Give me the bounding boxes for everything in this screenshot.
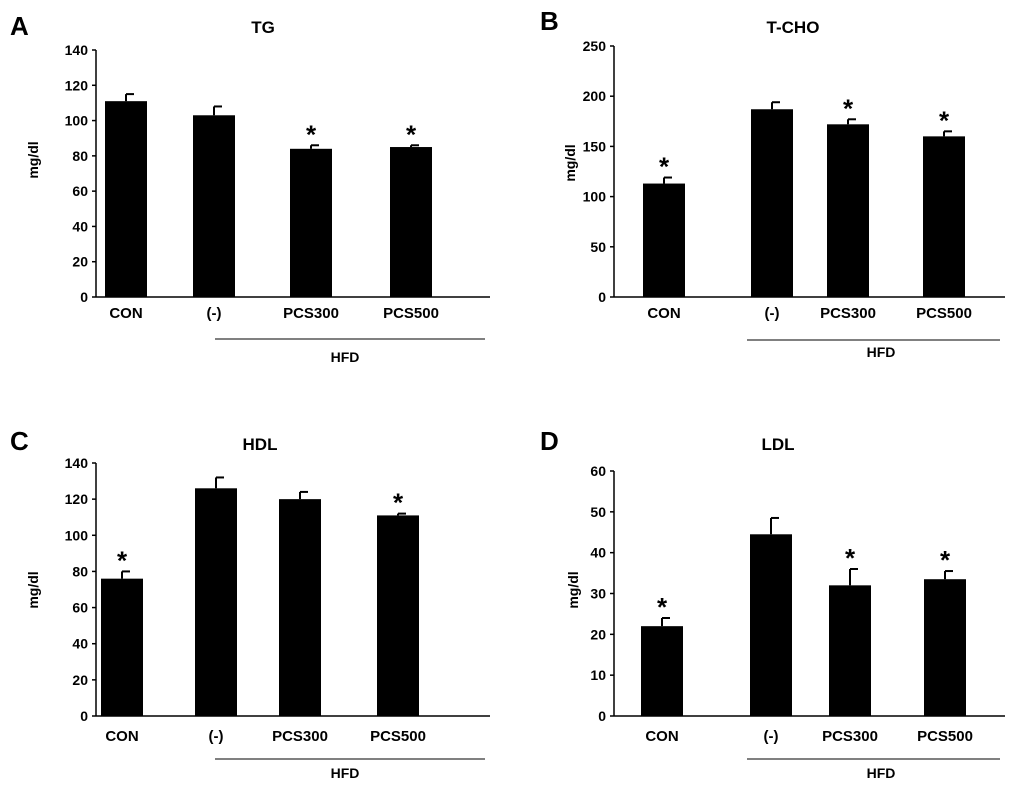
y-tick-label: 120 (65, 77, 89, 93)
y-axis-label: mg/dl (565, 571, 581, 608)
significance-marker: * (843, 93, 854, 123)
significance-marker: * (657, 592, 668, 622)
bar (923, 136, 965, 297)
y-tick-label: 0 (80, 289, 88, 305)
significance-marker: * (659, 152, 670, 182)
chart-panel-d: D LDL mg/dl 0 10 20 30 40 50 60 * CON (-) * PCS300 * PCS… (540, 426, 1005, 781)
bar (751, 109, 793, 297)
bar (750, 534, 792, 716)
bar (193, 115, 235, 298)
significance-marker: * (306, 119, 317, 149)
bar (390, 147, 432, 297)
y-tick-label: 0 (598, 708, 606, 724)
significance-marker: * (117, 545, 128, 575)
y-tick-label: 150 (583, 138, 607, 154)
x-tick-label: PCS500 (917, 728, 973, 745)
y-tick-label: 60 (590, 463, 606, 479)
group-label: HFD (331, 349, 360, 365)
y-tick-label: 140 (65, 455, 89, 471)
x-tick-label: (-) (209, 728, 224, 745)
x-tick-label: CON (109, 305, 142, 322)
group-label: HFD (331, 765, 360, 781)
y-tick-label: 40 (590, 545, 606, 561)
y-tick-label: 30 (590, 586, 606, 602)
bar (924, 579, 966, 716)
x-tick-label: PCS500 (916, 305, 972, 322)
y-tick-label: 80 (72, 563, 88, 579)
chart-title: HDL (243, 435, 278, 454)
y-tick-label: 0 (80, 708, 88, 724)
bar (279, 499, 321, 716)
y-axis-label: mg/dl (562, 144, 578, 181)
chart-panel-a: A TG mg/dl 0 20 40 60 80 100 120 140 CON (-) * PCS300 *… (10, 11, 490, 365)
chart-title: LDL (761, 435, 794, 454)
bar (829, 585, 871, 716)
x-tick-label: CON (645, 728, 678, 745)
y-axis-label: mg/dl (25, 141, 41, 178)
x-tick-label: CON (105, 728, 138, 745)
panel-label: B (540, 6, 559, 36)
y-tick-label: 20 (72, 672, 88, 688)
y-tick-label: 140 (65, 42, 89, 58)
y-tick-label: 250 (583, 38, 607, 54)
y-tick-label: 100 (65, 113, 89, 129)
y-tick-label: 0 (598, 289, 606, 305)
group-label: HFD (867, 344, 896, 360)
y-tick-label: 100 (65, 527, 89, 543)
y-tick-label: 60 (72, 183, 88, 199)
bar (195, 488, 237, 716)
y-tick-label: 20 (72, 254, 88, 270)
significance-marker: * (939, 105, 950, 135)
y-tick-label: 80 (72, 148, 88, 164)
y-tick-label: 120 (65, 491, 89, 507)
bar (377, 515, 419, 716)
significance-marker: * (393, 488, 404, 518)
x-tick-label: PCS300 (272, 728, 328, 745)
chart-panel-c: C HDL mg/dl 0 20 40 60 80 100 120 140 * CON (-) PCS300… (10, 426, 490, 781)
x-tick-label: PCS500 (383, 305, 439, 322)
y-tick-label: 50 (590, 504, 606, 520)
chart-title: T-CHO (767, 18, 820, 37)
panel-label: A (10, 11, 29, 41)
y-tick-label: 50 (590, 239, 606, 255)
chart-panel-b: B T-CHO mg/dl 0 50 100 150 200 250 * CON (-) * PCS300… (540, 6, 1005, 360)
bar (641, 626, 683, 716)
y-tick-label: 40 (72, 636, 88, 652)
significance-marker: * (940, 545, 951, 575)
x-tick-label: PCS300 (820, 305, 876, 322)
panel-label: C (10, 426, 29, 456)
significance-marker: * (406, 119, 417, 149)
chart-title: TG (251, 18, 275, 37)
panel-label: D (540, 426, 559, 456)
x-tick-label: (-) (764, 728, 779, 745)
bar (827, 124, 869, 297)
y-tick-label: 200 (583, 88, 607, 104)
group-label: HFD (867, 765, 896, 781)
x-tick-label: PCS300 (822, 728, 878, 745)
bar (643, 183, 685, 297)
y-tick-label: 40 (72, 218, 88, 234)
y-tick-label: 60 (72, 600, 88, 616)
x-tick-label: PCS300 (283, 305, 339, 322)
x-tick-label: PCS500 (370, 728, 426, 745)
significance-marker: * (845, 543, 856, 573)
y-axis-label: mg/dl (25, 571, 41, 608)
x-tick-label: (-) (207, 305, 222, 322)
x-tick-label: CON (647, 305, 680, 322)
bar (290, 148, 332, 297)
y-tick-label: 100 (583, 189, 607, 205)
y-tick-label: 10 (590, 667, 606, 683)
x-tick-label: (-) (765, 305, 780, 322)
y-tick-label: 20 (590, 626, 606, 642)
bar (101, 578, 143, 716)
bar (105, 101, 147, 298)
